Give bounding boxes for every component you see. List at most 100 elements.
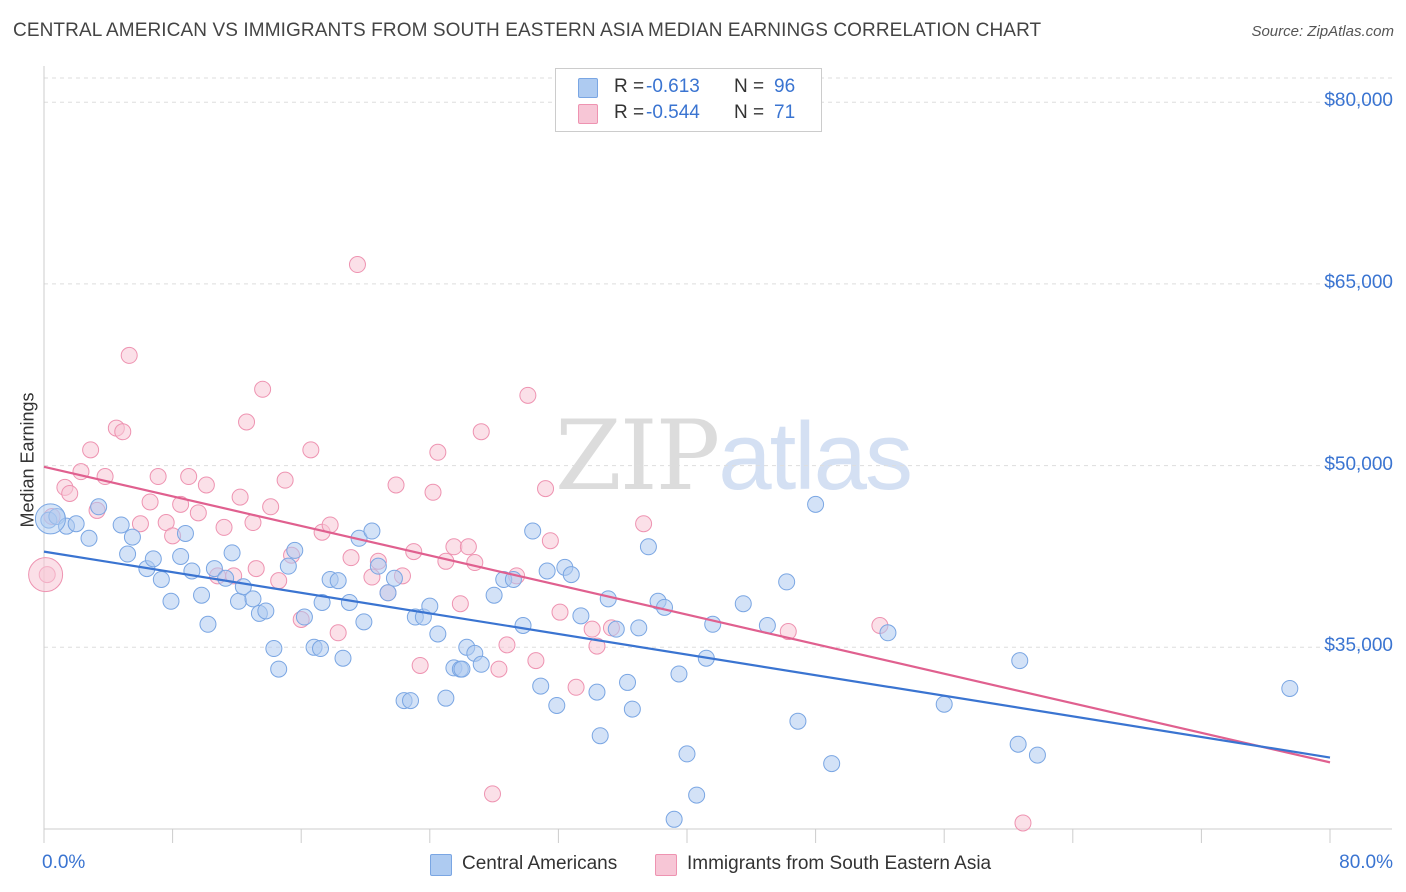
legend-r-value: -0.613 — [646, 76, 700, 97]
point-central-americans — [223, 544, 241, 562]
point-central-americans — [879, 624, 897, 642]
point-central-americans — [205, 560, 223, 578]
point-immigrants-sea — [172, 495, 190, 513]
point-immigrants-sea — [583, 620, 601, 638]
point-central-americans — [453, 660, 471, 678]
point-central-americans — [538, 562, 556, 580]
point-central-americans — [429, 625, 447, 643]
series-blue-points — [34, 495, 1299, 828]
chart-title: CENTRAL AMERICAN VS IMMIGRANTS FROM SOUT… — [13, 20, 1042, 41]
point-central-americans — [385, 569, 403, 587]
point-immigrants-sea — [1014, 814, 1032, 832]
y-tick-label: $50,000 — [1324, 453, 1393, 475]
trend-line-immigrants-sea — [43, 465, 1331, 764]
point-central-americans — [379, 584, 397, 602]
point-central-americans — [369, 557, 387, 575]
legend-r-label: R = — [614, 102, 645, 123]
point-central-americans — [112, 516, 130, 534]
legend-swatch-blue — [578, 78, 598, 98]
point-central-americans — [257, 602, 275, 620]
point-central-americans — [402, 692, 420, 710]
watermark: ZIPatlas — [555, 400, 913, 512]
point-central-americans — [532, 677, 550, 695]
point-central-americans — [90, 498, 108, 516]
point-central-americans — [270, 660, 288, 678]
point-immigrants-sea — [189, 504, 207, 522]
point-central-americans — [199, 615, 217, 633]
point-central-americans — [734, 595, 752, 613]
point-central-americans — [778, 573, 796, 591]
series-pink-points — [28, 256, 1032, 832]
point-central-americans — [789, 712, 807, 730]
point-immigrants-sea — [342, 549, 360, 567]
legend-n-value: 71 — [774, 102, 796, 123]
chart-source: Source: ZipAtlas.com — [1251, 23, 1394, 40]
point-central-americans — [80, 529, 98, 547]
point-immigrants-sea — [231, 488, 249, 506]
point-immigrants-sea — [180, 468, 198, 486]
watermark-atlas: atlas — [718, 403, 913, 510]
y-tick-label: $35,000 — [1324, 635, 1393, 657]
point-immigrants-sea — [141, 493, 159, 511]
point-immigrants-sea — [537, 480, 555, 498]
legend-n-value: 96 — [774, 76, 796, 97]
point-immigrants-sea — [451, 595, 469, 613]
point-central-americans — [313, 593, 331, 611]
point-central-americans — [217, 569, 235, 587]
point-central-americans — [311, 640, 329, 658]
point-central-americans — [472, 655, 490, 673]
point-immigrants-sea — [254, 380, 272, 398]
bottom-legend-label: Immigrants from South Eastern Asia — [687, 853, 992, 874]
point-central-americans — [630, 619, 648, 637]
point-central-americans — [588, 683, 606, 701]
point-central-americans — [123, 528, 141, 546]
watermark-zip: ZIP — [555, 400, 720, 512]
point-central-americans — [591, 727, 609, 745]
bottom-legend-swatch-blue — [430, 854, 452, 876]
point-central-americans — [485, 586, 503, 604]
point-immigrants-sea — [302, 441, 320, 459]
trend-lines — [43, 465, 1331, 764]
legend-swatch-pink — [578, 104, 598, 124]
legend-r-label: R = — [614, 76, 645, 97]
point-central-americans — [1011, 652, 1029, 670]
point-central-americans — [144, 550, 162, 568]
point-immigrants-sea — [498, 636, 516, 654]
point-immigrants-sea — [567, 678, 585, 696]
point-central-americans — [152, 570, 170, 588]
trend-line-central-americans — [43, 550, 1331, 759]
point-immigrants-sea — [82, 441, 100, 459]
point-central-americans-large — [34, 503, 66, 535]
point-immigrants-sea — [483, 785, 501, 803]
point-central-americans — [329, 572, 347, 590]
point-central-americans — [244, 590, 262, 608]
point-central-americans — [562, 566, 580, 584]
point-immigrants-sea-large — [28, 557, 64, 593]
point-central-americans — [437, 689, 455, 707]
point-immigrants-sea — [215, 518, 233, 536]
point-central-americans — [193, 586, 211, 604]
point-immigrants-sea — [276, 471, 294, 489]
point-central-americans — [639, 538, 657, 556]
point-central-americans — [265, 640, 283, 658]
point-immigrants-sea — [445, 538, 463, 556]
x-tick-label: 0.0% — [42, 852, 86, 873]
point-central-americans — [67, 515, 85, 533]
bottom-legend-label: Central Americans — [462, 853, 618, 874]
point-central-americans — [230, 592, 248, 610]
point-immigrants-sea — [348, 256, 366, 274]
point-central-americans — [688, 786, 706, 804]
point-central-americans — [119, 545, 137, 563]
point-central-americans — [162, 592, 180, 610]
point-immigrants-sea — [429, 443, 447, 461]
point-immigrants-sea — [197, 476, 215, 494]
point-immigrants-sea — [635, 515, 653, 533]
point-immigrants-sea — [238, 413, 256, 431]
point-immigrants-sea — [519, 386, 537, 404]
point-immigrants-sea — [527, 652, 545, 670]
point-central-americans — [1009, 735, 1027, 753]
point-central-americans — [935, 695, 953, 713]
point-immigrants-sea — [490, 660, 508, 678]
legend: R = -0.613 N = 96 R = -0.544 N = 71 — [555, 68, 822, 132]
